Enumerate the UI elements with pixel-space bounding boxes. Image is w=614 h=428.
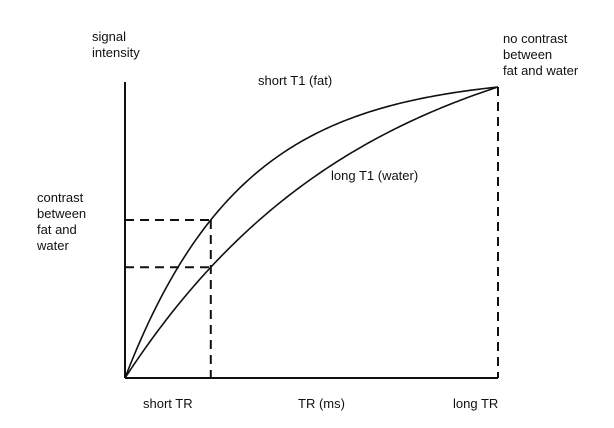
x-axis-label: TR (ms) (298, 396, 345, 411)
no-contrast-label-line-2: between (503, 47, 552, 62)
y-axis-label-line-2: intensity (92, 45, 140, 60)
curve-short-t1-fat (124, 86, 499, 379)
contrast-label-line-2: between (37, 206, 86, 221)
curve-long-t1-water (124, 86, 499, 379)
no-contrast-label-line-1: no contrast (503, 31, 568, 46)
contrast-label-line-4: water (36, 238, 69, 253)
x-tick-long-tr: long TR (453, 396, 498, 411)
contrast-label-line-1: contrast (37, 190, 84, 205)
series-label-water: long T1 (water) (331, 168, 418, 183)
no-contrast-label-line-3: fat and water (503, 63, 579, 78)
contrast-label-line-3: fat and (37, 222, 77, 237)
series-label-fat: short T1 (fat) (258, 73, 332, 88)
y-axis-label-line-1: signal (92, 29, 126, 44)
x-tick-short-tr: short TR (143, 396, 193, 411)
